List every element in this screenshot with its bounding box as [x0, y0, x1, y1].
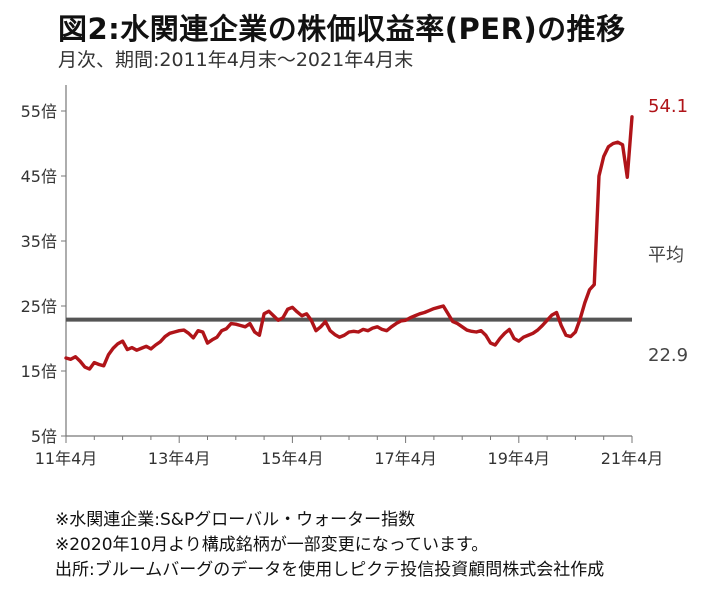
chart-plot: 5倍 15倍 25倍 35倍 45倍 55倍 11年4月 13年4月 15年4月 17年4月 19年… — [21, 85, 688, 468]
x-tick-label: 17年4月 — [374, 449, 437, 468]
footnote-constituent-change: ※2020年10月より構成銘柄が一部変更になっています。 — [55, 535, 489, 555]
chart-subtitle: 月次、期間:2011年4月末〜2021年4月末 — [58, 49, 414, 71]
x-tick-label: 11年4月 — [35, 449, 98, 468]
y-tick-label: 15倍 — [21, 362, 57, 381]
chart-title: 図2:水関連企業の株価収益率(PER)の推移 — [58, 12, 626, 46]
y-tick-label: 25倍 — [21, 297, 57, 316]
per-series-line — [64, 115, 634, 371]
x-tick-label: 21年4月 — [601, 449, 664, 468]
y-tick-label: 5倍 — [31, 427, 57, 446]
average-value-label: 22.9 — [648, 345, 688, 366]
y-tick-label: 35倍 — [21, 232, 57, 251]
x-tick-label: 19年4月 — [488, 449, 551, 468]
y-tick-label: 45倍 — [21, 167, 57, 186]
x-tick-label: 13年4月 — [148, 449, 211, 468]
footnote-index: ※水関連企業:S&Pグローバル・ウォーター指数 — [55, 510, 416, 530]
end-value-label: 54.1 — [648, 96, 688, 117]
footnotes: ※水関連企業:S&Pグローバル・ウォーター指数 ※2020年10月より構成銘柄が… — [55, 508, 604, 583]
average-label: 平均 — [648, 245, 684, 266]
footnote-source: 出所:ブルームバーグのデータを使用しピクテ投信投資顧問株式会社作成 — [55, 560, 605, 580]
x-tick-label: 15年4月 — [261, 449, 324, 468]
y-tick-label: 55倍 — [21, 102, 57, 121]
